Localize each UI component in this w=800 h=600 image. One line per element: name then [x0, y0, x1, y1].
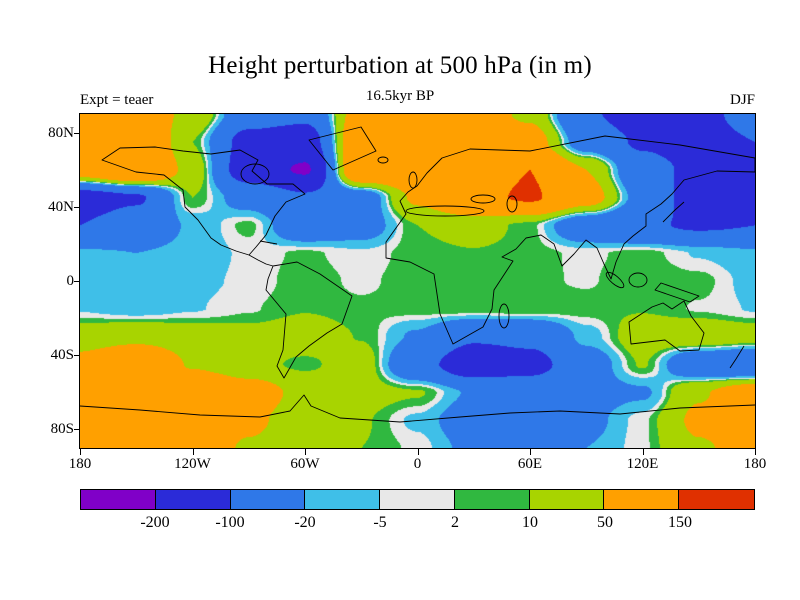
- colorbar-tick-label: -200: [140, 514, 170, 531]
- lat-tick-label: 40N: [48, 198, 74, 215]
- lat-tick-mark: [74, 206, 80, 208]
- colorbar-tick-label: 10: [522, 514, 538, 531]
- coastline-overlay: [80, 126, 755, 423]
- lon-tick-mark: [305, 449, 306, 455]
- coastline-madagascar: [498, 303, 510, 329]
- colorbar-tick-label: -5: [373, 514, 387, 531]
- lat-tick-label: 80S: [50, 421, 74, 438]
- colorbar-segment: [454, 490, 530, 509]
- lat-tick-mark: [74, 429, 80, 431]
- chart-title: Height perturbation at 500 hPa (in m): [208, 52, 592, 79]
- lat-tick-mark: [74, 281, 80, 282]
- coastline-new-zealand: [729, 345, 745, 369]
- coastline-caspian-sea: [506, 195, 518, 213]
- colorbar-segment: [155, 490, 231, 509]
- lon-tick-mark: [530, 449, 531, 455]
- coastline-greenland: [308, 126, 377, 171]
- lat-tick-label: 0: [66, 273, 75, 289]
- lat-tick-mark: [74, 132, 80, 134]
- colorbar-segment: [380, 490, 455, 509]
- lon-tick-label: 180: [743, 456, 767, 472]
- coastline-eurasia-africa: [385, 135, 755, 345]
- lon-tick-label: 120E: [626, 456, 659, 472]
- lon-tick-label: 0: [413, 456, 422, 472]
- lat-tick-label: 80N: [48, 124, 74, 141]
- coastline-central-america: [248, 254, 274, 267]
- colorbar-tick-label: 50: [597, 514, 613, 531]
- lon-tick-mark: [642, 449, 644, 455]
- colorbar-segment: [604, 490, 680, 509]
- colorbar-segment: [529, 490, 605, 509]
- coastline-north-america: [101, 146, 306, 256]
- coastline-iceland: [377, 156, 389, 164]
- colorbar-tick-label: 150: [668, 514, 692, 531]
- experiment-label: Expt = teaer: [80, 92, 154, 108]
- chart-subtitle: 16.5kyr BP: [365, 88, 435, 104]
- contour-map: [79, 113, 756, 449]
- colorbar-tick-label: -100: [215, 514, 245, 531]
- coastline-cuba: [259, 240, 278, 245]
- colorbar-tick-label: -20: [294, 514, 316, 531]
- season-label: DJF: [729, 92, 755, 108]
- coastline-australia: [628, 300, 705, 352]
- coastline-mediterranean: [405, 205, 485, 217]
- coastline-japan: [662, 201, 685, 223]
- lat-tick-label: 40S: [50, 347, 74, 364]
- coastline-south-america: [265, 261, 353, 379]
- contour-field: [80, 114, 755, 448]
- lon-tick-label: 120W: [174, 456, 211, 472]
- lon-tick-mark: [80, 449, 81, 455]
- colorbar-segment: [305, 490, 381, 509]
- coastline-new-guinea: [654, 282, 700, 303]
- coastline-british-isles: [408, 171, 418, 189]
- lon-tick-label: 60W: [290, 456, 320, 472]
- coastline-black-sea: [470, 194, 496, 204]
- coastline-hudson-bay: [240, 163, 270, 185]
- lat-tick-mark: [74, 355, 80, 357]
- colorbar-segment: [230, 490, 306, 509]
- colorbar-tick-label: 2: [451, 514, 459, 531]
- colorbar: [80, 489, 755, 510]
- lon-tick-label: 60E: [517, 456, 543, 472]
- coastline-borneo: [628, 272, 648, 288]
- lon-tick-mark: [755, 449, 756, 455]
- lon-tick-label: 180: [68, 456, 92, 472]
- coastline-sumatra: [605, 271, 625, 289]
- lon-tick-mark: [192, 449, 194, 455]
- colorbar-segment: [81, 490, 156, 509]
- colorbar-segment: [679, 490, 754, 509]
- coastline-antarctica: [80, 394, 755, 423]
- lon-tick-mark: [417, 449, 419, 455]
